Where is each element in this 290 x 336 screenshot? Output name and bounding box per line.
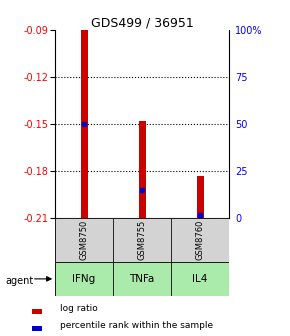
Text: agent: agent — [6, 276, 34, 286]
Bar — [139, 121, 146, 218]
Text: GSM8755: GSM8755 — [137, 220, 147, 260]
Text: percentile rank within the sample: percentile rank within the sample — [60, 321, 213, 330]
Bar — [113, 218, 171, 262]
Bar — [197, 176, 204, 218]
Bar — [32, 309, 42, 314]
Bar — [32, 326, 42, 331]
Text: IFNg: IFNg — [72, 274, 96, 284]
Text: GSM8750: GSM8750 — [79, 220, 89, 260]
Bar — [171, 218, 229, 262]
Text: log ratio: log ratio — [60, 304, 97, 313]
Text: IL4: IL4 — [192, 274, 208, 284]
Bar — [55, 262, 113, 296]
Bar — [113, 262, 171, 296]
Title: GDS499 / 36951: GDS499 / 36951 — [91, 16, 193, 29]
Bar — [171, 262, 229, 296]
Bar — [55, 218, 113, 262]
Bar — [81, 30, 88, 218]
Text: TNFa: TNFa — [129, 274, 155, 284]
Text: GSM8760: GSM8760 — [195, 220, 205, 260]
